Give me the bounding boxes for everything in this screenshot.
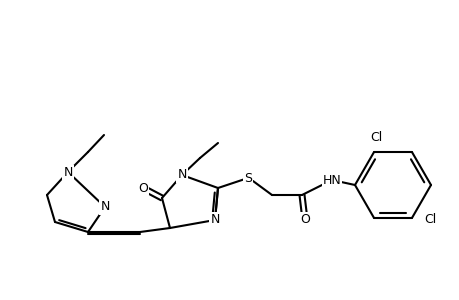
Text: S: S — [243, 172, 252, 184]
Text: Cl: Cl — [423, 213, 435, 226]
Text: O: O — [138, 182, 148, 194]
Text: N: N — [100, 200, 109, 214]
Text: HN: HN — [322, 173, 341, 187]
Text: O: O — [299, 214, 309, 226]
Text: N: N — [63, 166, 73, 178]
Text: Cl: Cl — [369, 130, 381, 144]
Text: N: N — [177, 169, 186, 182]
Text: N: N — [210, 214, 219, 226]
